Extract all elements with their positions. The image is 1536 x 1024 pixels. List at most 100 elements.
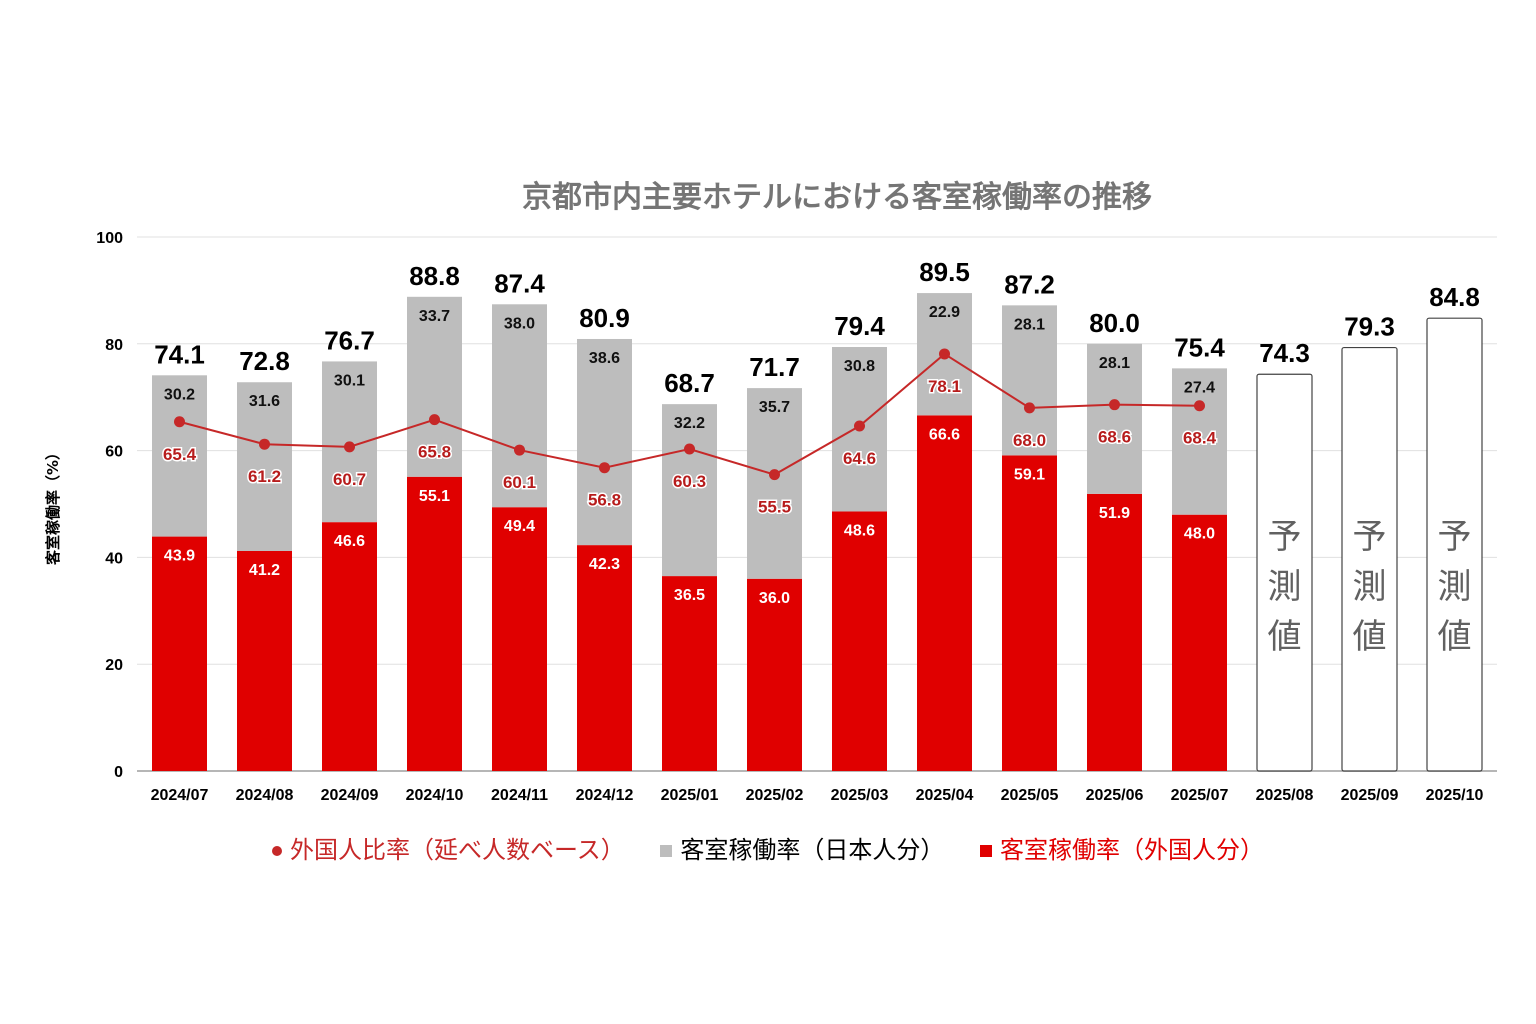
x-tick-label: 2025/10 bbox=[1426, 787, 1484, 804]
line-point bbox=[174, 416, 185, 428]
label-total: 75.4 bbox=[1174, 332, 1225, 362]
bar-japanese bbox=[1002, 305, 1057, 456]
label-foreign: 48.6 bbox=[844, 522, 875, 539]
bar-japanese bbox=[492, 304, 547, 508]
label-foreign: 66.6 bbox=[929, 426, 960, 443]
label-total: 68.7 bbox=[664, 368, 715, 398]
legend-label: 外国人比率（延べ人数ベース） bbox=[289, 836, 625, 864]
x-tick-label: 2024/11 bbox=[491, 787, 548, 804]
x-tick-label: 2025/03 bbox=[831, 787, 889, 804]
bar-japanese bbox=[577, 338, 632, 546]
label-foreign: 49.4 bbox=[504, 518, 535, 535]
label-ratio: 68.6 bbox=[1098, 428, 1131, 447]
legend: 外国人比率（延べ人数ベース） 客室稼働率（日本人分） 客室稼働率（外国人分） bbox=[0, 830, 1536, 865]
label-japanese: 27.4 bbox=[1184, 379, 1215, 396]
label-japanese: 38.6 bbox=[589, 350, 620, 367]
label-total: 87.2 bbox=[1004, 269, 1055, 299]
label-japanese: 30.1 bbox=[334, 372, 365, 389]
label-ratio: 64.6 bbox=[843, 449, 876, 468]
line-point bbox=[514, 444, 525, 456]
line-point bbox=[1194, 400, 1205, 412]
legend-item-foreign-ratio: 外国人比率（延べ人数ベース） bbox=[271, 830, 625, 865]
label-ratio: 68.4 bbox=[1183, 429, 1217, 448]
x-tick-label: 2025/08 bbox=[1256, 787, 1314, 804]
label-japanese: 30.8 bbox=[844, 358, 875, 375]
label-total: 89.5 bbox=[919, 257, 970, 287]
bar-japanese bbox=[1087, 343, 1142, 494]
legend-label: 客室稼働率（日本人分） bbox=[680, 836, 945, 864]
forecast-label: 値 bbox=[1353, 617, 1387, 657]
label-total: 79.4 bbox=[834, 311, 885, 341]
bar-foreign bbox=[237, 550, 292, 771]
label-japanese: 30.2 bbox=[164, 386, 195, 403]
line-point bbox=[599, 462, 610, 474]
line-point bbox=[429, 414, 440, 426]
line-point bbox=[1024, 402, 1035, 414]
legend-label: 客室稼働率（外国人分） bbox=[1000, 836, 1265, 864]
label-ratio: 65.8 bbox=[418, 443, 451, 462]
forecast-label: 予 bbox=[1268, 517, 1302, 557]
bar-japanese bbox=[662, 404, 717, 577]
label-japanese: 28.1 bbox=[1099, 355, 1130, 372]
line-point bbox=[939, 348, 950, 360]
label-foreign: 36.5 bbox=[674, 587, 705, 604]
bar-foreign bbox=[1002, 455, 1057, 771]
x-tick-label: 2024/07 bbox=[151, 787, 209, 804]
label-total: 72.8 bbox=[239, 346, 290, 376]
bar-japanese bbox=[152, 375, 207, 537]
y-tick-label: 20 bbox=[105, 657, 123, 674]
label-ratio: 60.1 bbox=[503, 473, 536, 492]
label-foreign: 51.9 bbox=[1099, 505, 1130, 522]
line-point bbox=[259, 438, 270, 450]
bar-foreign bbox=[1087, 493, 1142, 771]
label-japanese: 28.1 bbox=[1014, 316, 1045, 333]
legend-item-japanese: 客室稼働率（日本人分） bbox=[660, 830, 944, 865]
y-tick-label: 60 bbox=[105, 444, 123, 461]
x-axis-ticks: 2024/07 2024/08 2024/09 2024/10 2024/11 2024/… bbox=[151, 787, 1484, 804]
label-total: 76.7 bbox=[324, 325, 375, 355]
label-ratio: 61.2 bbox=[248, 467, 281, 486]
label-total: 84.8 bbox=[1429, 282, 1480, 312]
label-japanese: 22.9 bbox=[929, 304, 960, 321]
bar-foreign bbox=[832, 511, 887, 771]
y-axis-ticks: 0 20 40 60 80 100 bbox=[96, 230, 123, 781]
forecast-label: 測 bbox=[1353, 567, 1387, 607]
line-point bbox=[344, 441, 355, 453]
label-foreign: 46.6 bbox=[334, 533, 365, 550]
bar-forecast bbox=[1341, 346, 1398, 772]
label-total: 80.9 bbox=[579, 303, 630, 333]
forecast-label: 予 bbox=[1353, 517, 1387, 557]
legend-square-icon bbox=[660, 845, 673, 857]
legend-item-foreign: 客室稼働率（外国人分） bbox=[980, 830, 1264, 865]
label-ratio: 68.0 bbox=[1013, 431, 1046, 450]
label-total: 71.7 bbox=[749, 352, 800, 382]
line-point bbox=[684, 443, 695, 455]
forecast-label: 値 bbox=[1268, 617, 1302, 657]
y-axis-label: 客室稼働率（%） bbox=[44, 445, 62, 566]
line-point bbox=[769, 469, 780, 481]
y-tick-label: 80 bbox=[105, 337, 123, 354]
bars bbox=[152, 293, 1483, 772]
label-total: 74.1 bbox=[154, 339, 205, 369]
legend-square-icon bbox=[980, 845, 993, 857]
label-japanese: 35.7 bbox=[759, 399, 790, 416]
label-foreign: 48.0 bbox=[1184, 526, 1215, 543]
label-ratio: 60.3 bbox=[673, 472, 706, 491]
x-tick-label: 2024/10 bbox=[406, 787, 464, 804]
legend-dot-icon bbox=[271, 846, 282, 856]
label-ratio: 78.1 bbox=[928, 377, 961, 396]
bar-japanese bbox=[407, 296, 462, 477]
label-foreign: 36.0 bbox=[759, 590, 790, 607]
label-foreign: 59.1 bbox=[1014, 466, 1045, 483]
label-total: 79.3 bbox=[1344, 312, 1395, 342]
forecast-label: 予 bbox=[1438, 517, 1472, 557]
label-foreign: 55.1 bbox=[419, 488, 450, 505]
label-ratio: 56.8 bbox=[588, 491, 621, 510]
x-tick-label: 2025/07 bbox=[1171, 787, 1229, 804]
bar-foreign bbox=[577, 545, 632, 771]
bar-foreign bbox=[1172, 514, 1227, 771]
line-point bbox=[1109, 399, 1120, 411]
bar-foreign bbox=[322, 522, 377, 771]
forecast-label: 測 bbox=[1268, 567, 1302, 607]
